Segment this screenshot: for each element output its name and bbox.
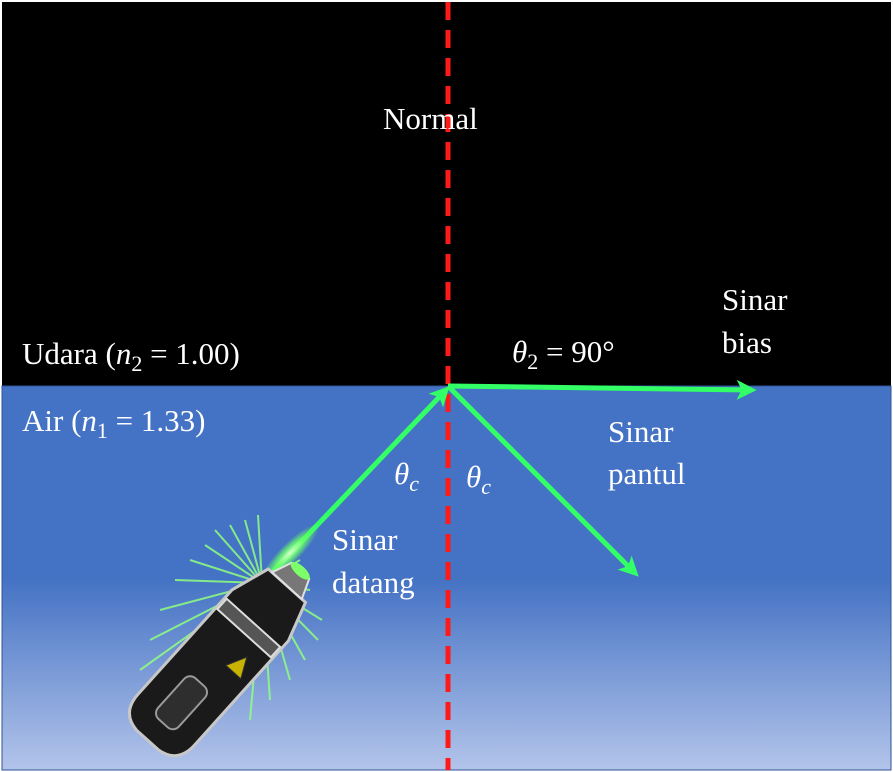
laser-aperture [290,561,310,580]
theta-c-incident-symbol: θ [394,456,409,491]
udara-medium-name: Udara ( [22,336,116,371]
incident-ray-label-line2: datang [332,565,415,600]
air-medium-name: Air ( [22,403,81,438]
air-n-symbol: n [81,403,97,438]
theta2-label: θ2 = 90° [512,334,615,374]
laser-beam-glow [260,523,320,583]
refracted-ray-label-line1: Sinar [722,282,788,317]
theta2-symbol: θ [512,334,527,369]
theta-c-reflected-sub: c [481,474,491,499]
udara-label: Udara (n2 = 1.00) [22,336,240,376]
theta-c-reflected-symbol: θ [466,459,481,494]
normal-label: Normal [383,101,478,136]
reflected-ray-label-line2: pantul [608,456,686,491]
reflected-ray-label-line1: Sinar [608,414,674,449]
udara-n-sub: 2 [131,351,142,376]
laser-band [215,597,282,659]
theta-c-incident-label: θc [394,456,419,496]
udara-n-symbol: n [116,336,132,371]
theta-c-incident-sub: c [409,471,419,496]
theta-c-reflected-label: θc [466,459,491,499]
incident-ray-label-line1: Sinar [332,522,398,557]
laser-button [155,675,209,731]
air-n-sub: 1 [97,418,108,443]
theta2-value: = 90° [538,334,614,369]
laser-pointer-icon [127,514,323,758]
air-label: Air (n1 = 1.33) [22,403,205,443]
udara-n-value: = 1.00) [142,336,240,371]
refracted-ray [447,379,757,400]
laser-warning-mark [225,656,248,680]
air-n-value: = 1.33) [108,403,206,438]
refracted-ray-label-line2: bias [722,325,772,360]
reflected-ray [446,384,639,577]
theta2-sub: 2 [527,349,538,374]
